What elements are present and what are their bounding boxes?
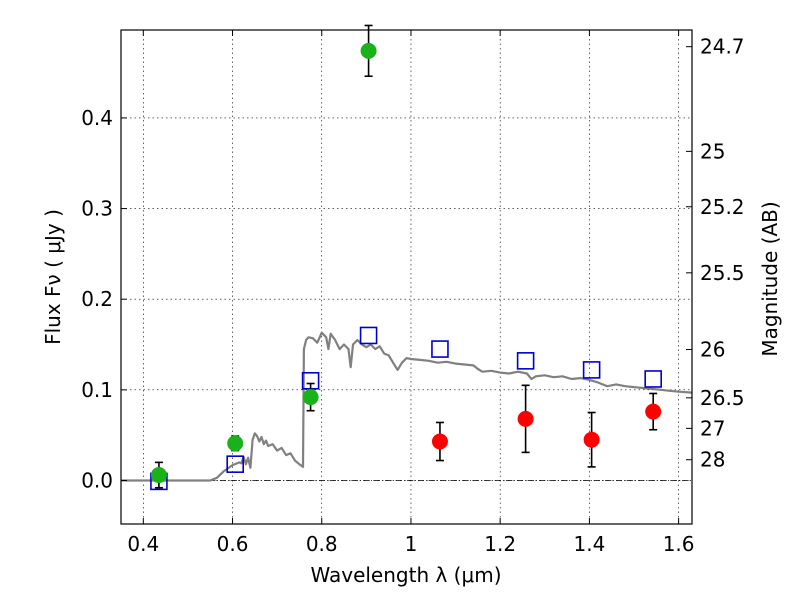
model-spectrum-line [121,331,693,482]
flux-point [360,42,377,59]
right-tick-label: 25 [700,139,725,163]
y-axis-label: Flux Fν ( μJy ) [41,209,65,345]
model-flux-square [226,455,244,473]
model-flux-square [516,352,535,370]
right-tick-label: 25.2 [700,195,745,219]
x-axis-label: Wavelength λ (μm) [310,563,501,587]
grid [121,30,692,524]
right-tick-label: 25.5 [700,261,745,285]
right-tick-label: 26 [700,338,725,362]
y-tick-label: 0.3 [81,197,113,221]
right-tick-label: 27 [700,416,725,440]
x-tick-label: 1.2 [484,532,516,556]
plot-frame [120,29,693,525]
flux-point [302,389,319,406]
right-axis-label: Magnitude (AB) [758,201,782,356]
x-tick-label: 0.8 [306,532,338,556]
x-tick-label: 1.4 [573,532,605,556]
model-spectrum [121,331,693,482]
flux-point [645,403,662,420]
flux-point [431,433,448,450]
y-tick-label: 0.1 [81,378,113,402]
x-tick-label: 0.6 [217,532,249,556]
model-flux-square [359,326,378,345]
y-tick-label: 0.4 [81,106,113,130]
right-tick-label: 26.5 [700,386,745,410]
model-flux-square [582,361,601,379]
x-tick-label: 1 [405,532,418,556]
y-tick-label: 0.2 [81,287,113,311]
y-tick-label: 0.0 [81,468,113,492]
observed-photometry [150,24,662,489]
tick-labels: 0.4 0.6 0.8 1 1.2 1.4 1.6 0.0 0.1 0.2 0.3 0.4 24.7 25… [81,35,744,556]
model-photometry [150,326,662,491]
x-tick-label: 1.6 [663,532,695,556]
flux-point [150,467,167,484]
x-tick-label: 0.4 [127,532,159,556]
right-tick-label: 28 [700,448,725,472]
axis-ticks [121,30,692,524]
flux-point [227,435,244,452]
flux-point [583,431,600,448]
model-flux-square [431,340,449,358]
right-tick-label: 24.7 [700,35,745,59]
model-flux-square [644,370,662,388]
flux-point [517,410,534,427]
